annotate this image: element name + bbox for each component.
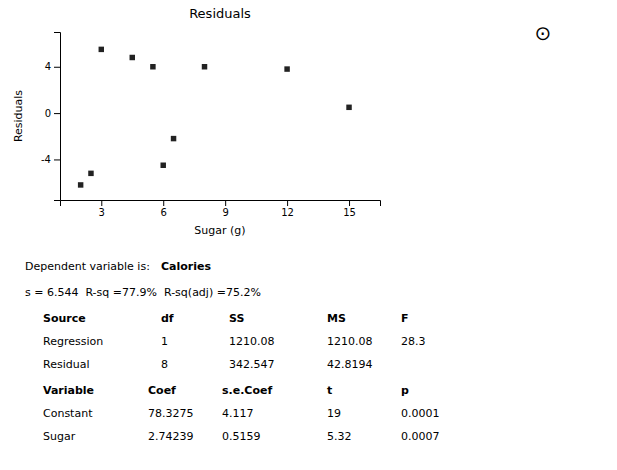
table-cell: 1 [161, 335, 168, 348]
tick-mark [225, 200, 226, 206]
tick-label: 15 [343, 207, 356, 218]
dependent-variable: Calories [161, 260, 211, 273]
title: Residuals [189, 6, 251, 21]
point [346, 105, 351, 110]
point [130, 55, 135, 60]
tick-mark [54, 67, 60, 68]
table-header: Coef [148, 384, 176, 397]
dependent-label: Dependent variable is: [25, 260, 153, 273]
points [78, 47, 352, 188]
tick-label: 6 [161, 207, 167, 218]
chart: Residuals ⊙ 3 6 9 12 15 -4 0 4 Sugar (g) Residuals D… [0, 0, 617, 470]
table-cell: 4.117 [222, 407, 254, 420]
table-cell: Constant [43, 407, 93, 420]
y-axis-line [54, 33, 61, 201]
point [88, 171, 93, 176]
table-header: Variable [43, 384, 94, 397]
tick: -4 [41, 154, 60, 165]
tick-mark [101, 200, 102, 206]
tick-label: 12 [281, 207, 294, 218]
tick: 15 [343, 200, 356, 218]
tick-mark [287, 200, 288, 206]
y-axis-label: Residuals [12, 90, 25, 142]
tick-mark [163, 200, 164, 206]
y-axis: -4 0 4 [41, 33, 60, 201]
table-header: t [327, 384, 332, 397]
table-cell: 5.32 [327, 430, 352, 443]
point [78, 182, 83, 187]
table-cell: 0.0007 [401, 430, 440, 443]
table-cell: 0.0001 [401, 407, 440, 420]
tick: 3 [99, 200, 105, 218]
point [284, 66, 289, 71]
table-cell: 78.3275 [148, 407, 194, 420]
tick: 0 [45, 108, 60, 119]
tick-label: -4 [41, 154, 51, 165]
table-cell: 1210.08 [327, 335, 373, 348]
table-header: MS [327, 312, 346, 325]
table-header: F [401, 312, 409, 325]
table-cell: 28.3 [401, 335, 426, 348]
x-axis-line [61, 201, 381, 207]
point [171, 136, 176, 141]
point [202, 64, 207, 69]
tick: 4 [45, 61, 60, 72]
tick: 9 [222, 200, 228, 218]
tick-label: 4 [45, 61, 51, 72]
table-header: p [401, 384, 409, 397]
tick: 12 [281, 200, 294, 218]
point [160, 163, 165, 168]
tick-mark [54, 113, 60, 114]
tick-label: 3 [99, 207, 105, 218]
tick: 6 [161, 200, 167, 218]
x-axis-label: Sugar (g) [194, 224, 245, 237]
tick-label: 9 [222, 207, 228, 218]
table-cell: 0.5159 [222, 430, 261, 443]
tick-label: 0 [45, 108, 51, 119]
x-axis: 3 6 9 12 15 [61, 200, 381, 218]
tick-mark [54, 159, 60, 160]
icon: ⊙ [535, 21, 552, 45]
point [150, 64, 155, 69]
point [99, 47, 104, 52]
table-cell: 342.547 [229, 358, 275, 371]
table-cell: 42.8194 [327, 358, 373, 371]
table-cell: 1210.08 [229, 335, 275, 348]
table-cell: Sugar [43, 430, 76, 443]
tick-mark [349, 200, 350, 206]
table-cell: 2.74239 [148, 430, 194, 443]
table-cell: Regression [43, 335, 103, 348]
table-header: df [161, 312, 174, 325]
table-header: SS [229, 312, 244, 325]
table-header: s.e.Coef [222, 384, 272, 397]
table-cell: Residual [43, 358, 89, 371]
table-cell: 8 [161, 358, 168, 371]
table-header: Source [43, 312, 86, 325]
summary: s = 6.544 R-sq =77.9% R-sq(adj) =75.2% [25, 286, 261, 299]
table-cell: 19 [327, 407, 341, 420]
